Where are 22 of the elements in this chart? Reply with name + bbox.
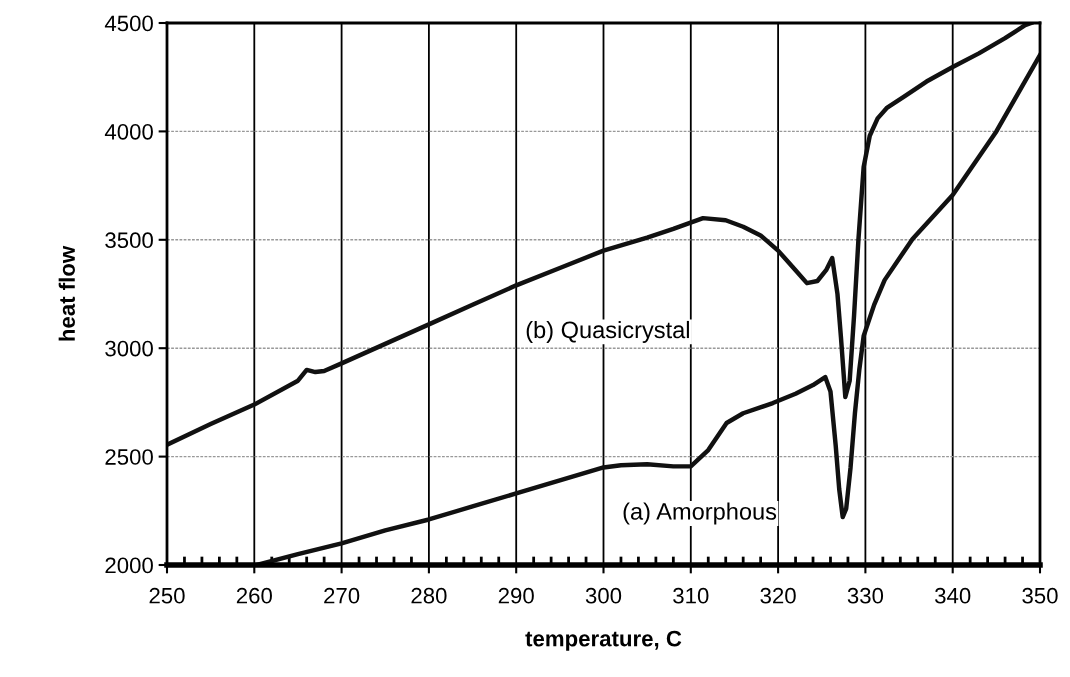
y-tick-label: 3000 bbox=[105, 340, 153, 357]
x-tick-label: 290 bbox=[498, 587, 534, 604]
x-tick-label: 260 bbox=[236, 587, 272, 604]
x-tick-label: 330 bbox=[847, 587, 884, 604]
series-label: (b) Quasicrystal bbox=[526, 320, 689, 343]
x-tick-label: 270 bbox=[324, 587, 360, 604]
series-label: (a) Amorphous bbox=[623, 502, 777, 525]
x-axis-title: temperature, C bbox=[525, 630, 682, 651]
x-tick-label: 250 bbox=[149, 587, 185, 604]
x-tick-label: 300 bbox=[585, 587, 622, 604]
x-tick-label: 280 bbox=[411, 587, 447, 604]
y-tick-label: 4000 bbox=[104, 123, 153, 140]
y-tick-label: 2500 bbox=[105, 449, 153, 465]
x-tick-label: 350 bbox=[1022, 587, 1058, 604]
y-tick-label: 2000 bbox=[105, 557, 153, 574]
x-tick-label: 320 bbox=[760, 587, 796, 604]
y-axis-title: heat flow bbox=[58, 245, 75, 341]
y-tick-label: 3500 bbox=[105, 232, 153, 249]
x-tick-label: 310 bbox=[673, 587, 709, 604]
y-tick-label: 4500 bbox=[104, 15, 153, 32]
x-tick-label: 340 bbox=[935, 587, 971, 604]
line-series bbox=[167, 23, 1034, 447]
